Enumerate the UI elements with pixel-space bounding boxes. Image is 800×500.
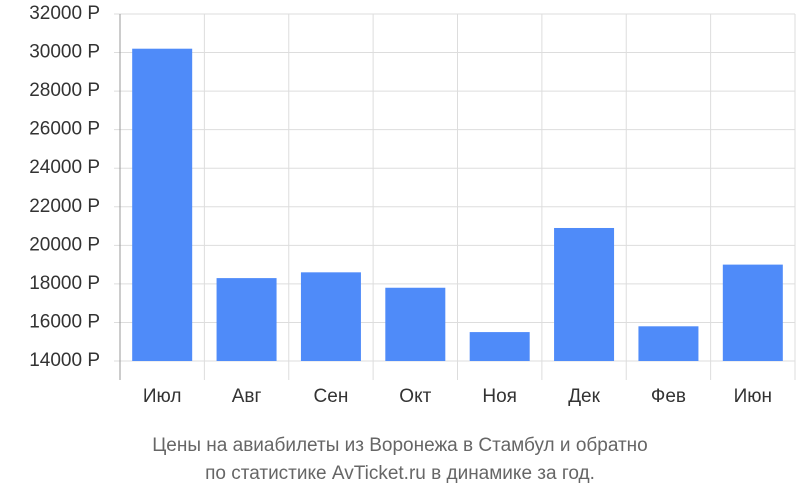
y-tick-label: 18000 Р [29, 273, 100, 294]
bar [132, 48, 193, 361]
y-tick-label: 20000 Р [29, 234, 100, 255]
y-tick-label: 26000 Р [29, 119, 100, 140]
bar [722, 264, 783, 361]
bar [300, 272, 361, 361]
x-tick-label: Июн [734, 386, 772, 407]
x-tick-label: Окт [399, 386, 431, 407]
bar [554, 227, 615, 361]
y-tick-label: 14000 Р [29, 350, 100, 371]
y-tick-label: 32000 Р [29, 3, 100, 24]
bar [469, 332, 530, 361]
y-tick-label: 28000 Р [29, 80, 100, 101]
bar [216, 278, 277, 361]
bar [385, 287, 446, 361]
y-tick-label: 24000 Р [29, 157, 100, 178]
x-tick-label: Ноя [482, 386, 517, 407]
y-tick-label: 16000 Р [29, 311, 100, 332]
x-tick-label: Фев [651, 386, 686, 407]
chart-title: Цены на авиабилеты из Воронежа в Стамбул… [152, 435, 648, 456]
x-tick-label: Июл [143, 386, 182, 407]
x-tick-label: Авг [232, 386, 262, 407]
x-tick-label: Сен [314, 386, 349, 407]
y-tick-label: 22000 Р [29, 196, 100, 217]
x-tick-label: Дек [568, 386, 600, 407]
y-tick-label: 30000 Р [29, 42, 100, 63]
chart-subtitle: по статистике AvTicket.ru в динамике за … [205, 463, 595, 484]
bar [638, 326, 699, 361]
